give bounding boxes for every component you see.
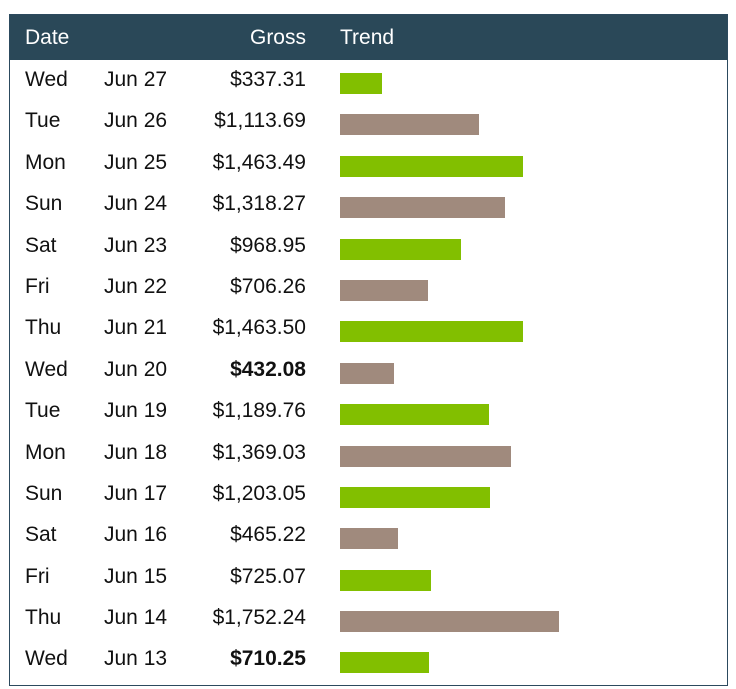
trend-bar: [340, 238, 461, 260]
row-date: Jun 27: [104, 68, 168, 91]
table-row: Thu Jun 14 $1,752.24: [10, 598, 727, 639]
trend-bar: [340, 611, 559, 633]
row-gross: $1,463.50: [212, 316, 306, 340]
row-date: Jun 16: [104, 523, 168, 547]
row-gross: $1,189.76: [212, 399, 306, 423]
row-date: Jun 20: [104, 357, 168, 381]
header-gross: Gross: [249, 26, 306, 49]
table-row: Sat Jun 23 $968.95: [10, 226, 727, 267]
row-date: Jun 14: [104, 606, 168, 630]
row-day: Tue: [25, 109, 61, 133]
header-trend: Trend: [340, 26, 395, 49]
row-gross: $337.31: [230, 68, 306, 91]
trend-bar: [340, 155, 523, 177]
row-gross: $1,369.03: [212, 440, 306, 464]
row-date: Jun 23: [104, 233, 168, 257]
row-date: Jun 18: [104, 440, 168, 464]
row-date: Jun 26: [104, 109, 168, 133]
row-day: Fri: [25, 274, 50, 298]
table-row: Mon Jun 25 $1,463.49: [10, 143, 727, 184]
row-day: Fri: [25, 564, 50, 588]
row-date: Jun 19: [104, 399, 168, 423]
row-gross: $1,113.69: [214, 109, 306, 133]
table-row: Fri Jun 22 $706.26: [10, 267, 727, 308]
table-row: Tue Jun 26 $1,113.69: [10, 101, 727, 142]
table-header: Date Gross Trend: [10, 15, 727, 60]
row-date: Jun 15: [104, 564, 168, 588]
row-gross: $968.95: [230, 233, 306, 257]
trend-bar: [340, 197, 505, 219]
table-row: Sun Jun 17 $1,203.05: [10, 474, 727, 515]
row-day: Wed: [25, 357, 68, 381]
row-gross: $1,752.24: [212, 606, 306, 630]
row-gross: $1,203.05: [212, 481, 306, 505]
table-row: Wed Jun 27 $337.31: [10, 60, 727, 101]
trend-bar: [340, 362, 394, 384]
row-gross: $725.07: [230, 564, 306, 588]
row-day: Tue: [25, 399, 61, 423]
trend-bar: [340, 445, 511, 467]
row-gross: $432.08: [230, 357, 306, 381]
trend-bar: [340, 73, 382, 94]
row-gross: $710.25: [230, 647, 306, 671]
trend-bar: [340, 279, 428, 301]
row-day: Mon: [25, 150, 66, 174]
table-row: Tue Jun 19 $1,189.76: [10, 391, 727, 432]
row-date: Jun 24: [104, 192, 168, 216]
row-gross: $1,463.49: [212, 150, 306, 174]
trend-bar: [340, 569, 431, 591]
trend-bar: [340, 486, 490, 508]
row-date: Jun 21: [104, 316, 168, 340]
row-gross: $1,318.27: [212, 192, 306, 216]
trend-bar: [340, 114, 479, 136]
trend-bar: [340, 528, 398, 550]
row-day: Thu: [25, 606, 62, 630]
table-row: Sat Jun 16 $465.22: [10, 515, 727, 556]
table-row: Wed Jun 20 $432.08: [10, 350, 727, 391]
row-date: Jun 17: [104, 481, 168, 505]
row-day: Sun: [25, 192, 63, 216]
header-date: Date: [25, 26, 70, 49]
revenue-table: Date Gross Trend Wed Jun 27 $337.31 Tue Jun …: [9, 14, 728, 686]
row-day: Sat: [25, 233, 57, 257]
row-day: Mon: [25, 440, 66, 464]
row-date: Jun 25: [104, 150, 168, 174]
table-row: Mon Jun 18 $1,369.03: [10, 433, 727, 474]
table-row: Wed Jun 13 $710.25: [10, 639, 727, 680]
row-day: Sat: [25, 523, 57, 547]
row-gross: $706.26: [230, 274, 306, 298]
row-gross: $465.22: [230, 523, 306, 547]
row-day: Sun: [25, 481, 63, 505]
row-day: Wed: [25, 68, 68, 91]
table-row: Fri Jun 15 $725.07: [10, 557, 727, 598]
table-row: Sun Jun 24 $1,318.27: [10, 184, 727, 225]
table-row: Thu Jun 21 $1,463.50: [10, 308, 727, 349]
row-day: Thu: [25, 316, 62, 340]
trend-bar: [340, 404, 489, 426]
row-date: Jun 13: [104, 647, 168, 671]
trend-bar: [340, 652, 429, 674]
row-day: Wed: [25, 647, 68, 671]
trend-bar: [340, 321, 523, 343]
table-body: Wed Jun 27 $337.31 Tue Jun 26 $1,113.69 Mon Jun…: [10, 60, 727, 681]
row-date: Jun 22: [104, 274, 168, 298]
